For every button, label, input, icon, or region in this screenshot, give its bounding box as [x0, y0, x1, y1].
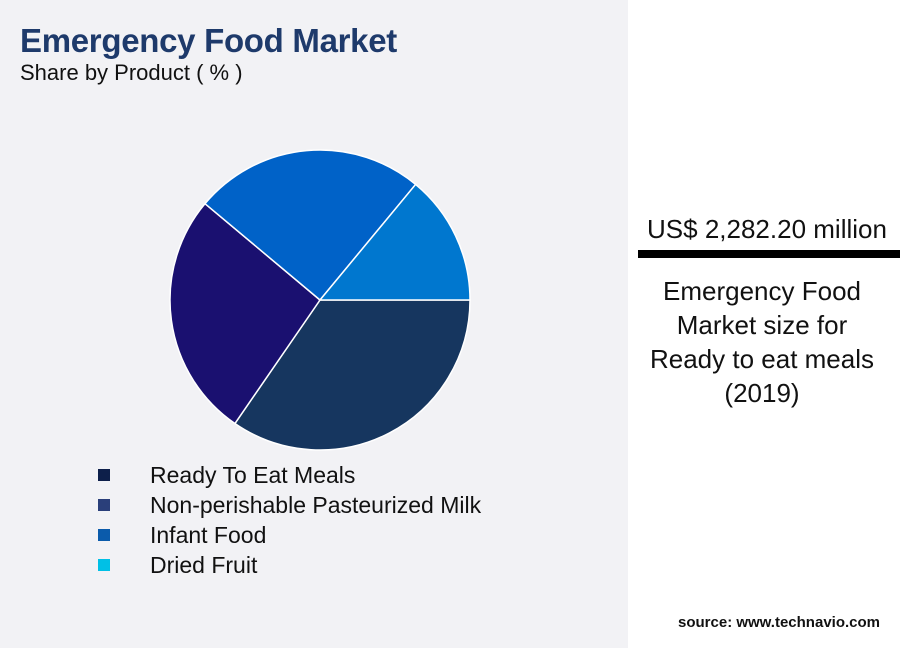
pie-slice-ready-to-eat-meals [233, 299, 471, 451]
legend-label: Infant Food [150, 521, 267, 548]
chart-title: Emergency Food Market [20, 22, 397, 59]
legend-item: Dried Fruit [98, 550, 481, 580]
caption-line: Market size for [676, 310, 848, 340]
caption-line: (2019) [724, 378, 800, 408]
pie-slice-non-perishable-pasteurized-milk [169, 202, 322, 425]
legend-item: Infant Food [98, 520, 481, 550]
legend-swatch [98, 499, 110, 511]
market-size-caption: Emergency Food Market size for Ready to … [628, 274, 896, 410]
legend-label: Dried Fruit [150, 551, 258, 578]
source-note: source: www.technavio.com [678, 614, 880, 631]
caption-line: Ready to eat meals [649, 344, 874, 374]
pie-chart [169, 149, 471, 451]
legend: Ready To Eat Meals Non-perishable Pasteur… [98, 460, 481, 580]
legend-swatch [98, 529, 110, 541]
legend-label: Non-perishable Pasteurized Milk [150, 491, 482, 518]
divider [638, 250, 900, 258]
market-size-value: US$ 2,282.20 million [647, 214, 887, 244]
chart-subtitle: Share by Product ( % ) [20, 60, 243, 85]
caption-line: Emergency Food [663, 276, 861, 306]
stat-panel: US$ 2,282.20 million Emergency Food Mark… [628, 0, 906, 648]
pie-slice-dried-fruit [318, 183, 471, 301]
legend-item: Ready To Eat Meals [98, 460, 481, 490]
pie-slice-infant-food [203, 149, 417, 302]
legend-item: Non-perishable Pasteurized Milk [98, 490, 481, 520]
legend-label: Ready To Eat Meals [150, 461, 356, 488]
legend-swatch [98, 469, 110, 481]
legend-swatch [98, 559, 110, 571]
